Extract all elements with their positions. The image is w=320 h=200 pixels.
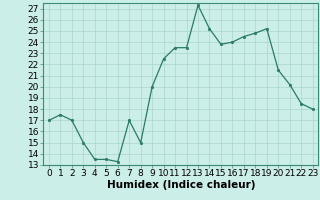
X-axis label: Humidex (Indice chaleur): Humidex (Indice chaleur) [107,180,255,190]
